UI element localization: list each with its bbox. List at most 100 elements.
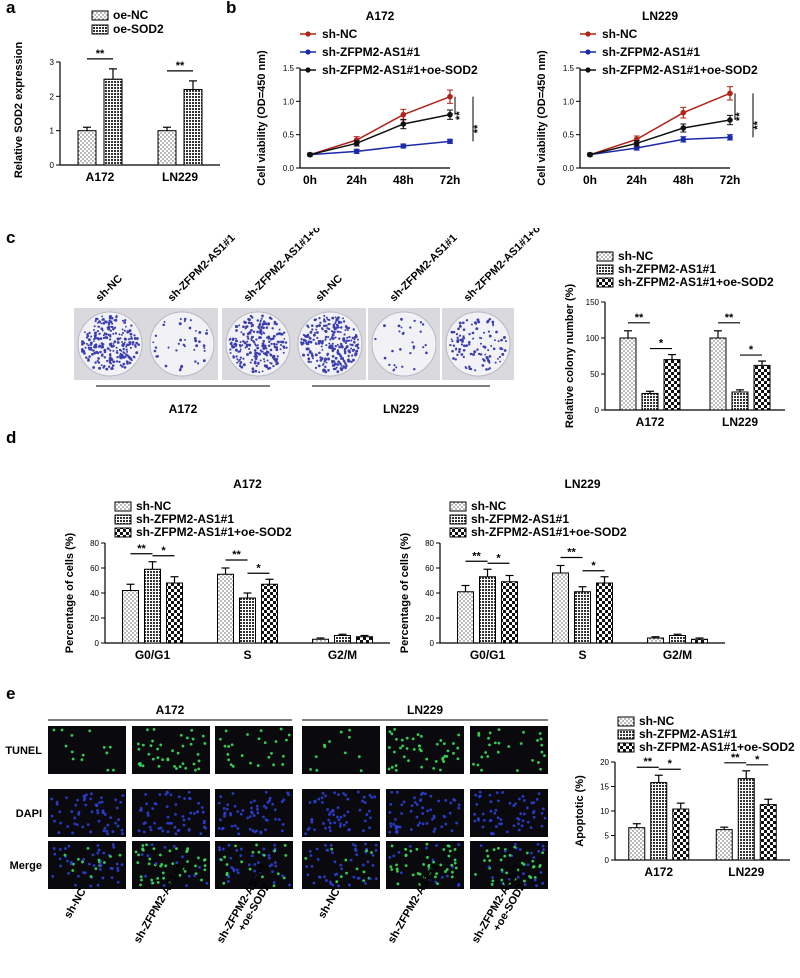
- panel-b-ln229-series-line: [589, 136, 731, 156]
- colony-dot: [254, 369, 258, 373]
- stained-nucleus: [320, 796, 324, 800]
- stained-nucleus: [272, 884, 276, 888]
- stained-nucleus: [333, 873, 337, 877]
- stained-nucleus: [139, 806, 143, 810]
- stained-nucleus: [419, 734, 423, 738]
- panel-d-ln229-bar: [669, 635, 686, 644]
- colony-dot: [258, 327, 261, 330]
- stained-nucleus: [281, 823, 285, 826]
- panel-e-bar: [672, 808, 690, 861]
- colony-dot: [454, 358, 457, 361]
- colony-dot: [302, 338, 306, 342]
- stained-nucleus: [400, 803, 404, 807]
- colony-dot: [272, 364, 275, 368]
- colony-dot: [81, 340, 84, 344]
- stained-nucleus: [229, 811, 232, 815]
- colony-dot: [329, 338, 332, 341]
- stained-nucleus: [441, 756, 445, 760]
- colony-wells-svg: sh-NC sh-ZFPM2-AS1#1 sh-ZFPM2-AS1#1+oe-SOD…: [74, 195, 571, 416]
- stained-nucleus: [198, 865, 201, 869]
- colony-dot: [353, 338, 356, 341]
- colony-dot: [347, 339, 351, 342]
- colony-dot: [336, 343, 339, 346]
- stained-nucleus: [156, 876, 159, 880]
- stained-nucleus: [181, 815, 185, 818]
- colony-dot: [392, 369, 395, 372]
- stained-nucleus: [342, 792, 345, 795]
- stained-nucleus: [500, 868, 504, 872]
- stained-nucleus: [168, 881, 172, 885]
- stained-nucleus: [538, 732, 542, 735]
- stained-nucleus: [522, 730, 525, 734]
- stained-nucleus: [256, 764, 260, 767]
- stained-nucleus: [324, 826, 327, 830]
- stained-nucleus: [399, 746, 402, 750]
- stained-nucleus: [425, 842, 429, 846]
- stained-nucleus: [274, 817, 277, 821]
- panel-b-ln229-legend-label: sh-ZFPM2-AS1#1: [602, 45, 700, 59]
- stained-nucleus: [272, 881, 276, 884]
- stained-nucleus: [270, 751, 273, 755]
- colony-dot: [469, 352, 473, 356]
- stained-nucleus: [249, 761, 252, 765]
- colony-dot: [323, 320, 327, 323]
- colony-dot: [269, 353, 273, 357]
- colony-dot: [87, 344, 90, 347]
- stained-nucleus: [84, 803, 88, 807]
- stained-nucleus: [368, 793, 372, 797]
- stained-nucleus: [531, 758, 534, 762]
- stained-nucleus: [517, 818, 521, 821]
- colony-dot: [267, 344, 271, 347]
- colony-dot: [133, 356, 136, 359]
- stained-nucleus: [165, 790, 169, 794]
- panel-c-legend-swatch: [596, 251, 614, 262]
- colony-dot: [308, 337, 312, 340]
- stained-nucleus: [353, 847, 357, 851]
- stained-nucleus: [137, 747, 141, 751]
- stained-nucleus: [486, 755, 490, 758]
- colony-dot: [325, 316, 328, 319]
- tunel-group-label: LN229: [407, 703, 443, 717]
- stained-nucleus: [484, 751, 488, 754]
- colony-dot: [126, 330, 129, 333]
- panel-d-a172-sig-label: *: [256, 562, 261, 574]
- colony-dot: [500, 338, 503, 342]
- colony-dot: [114, 332, 118, 335]
- colony-dot: [330, 344, 333, 347]
- stained-nucleus: [69, 862, 73, 866]
- panel-a-y-tick-label: 2: [50, 92, 55, 101]
- panel-b-ln229-x-tick-label: 24h: [626, 173, 647, 187]
- stained-nucleus: [457, 803, 461, 807]
- colony-dot: [102, 321, 106, 325]
- colony-dot: [339, 357, 342, 360]
- stained-nucleus: [67, 871, 71, 875]
- colony-dot: [114, 318, 118, 322]
- colony-dot: [263, 358, 265, 361]
- colony-dot: [152, 341, 155, 344]
- stained-nucleus: [472, 762, 475, 766]
- colony-dot: [252, 330, 256, 333]
- colony-dot: [184, 338, 186, 341]
- colony-dot: [250, 325, 253, 328]
- stained-nucleus: [191, 737, 195, 741]
- stained-nucleus: [432, 830, 436, 833]
- stained-nucleus: [356, 790, 360, 794]
- colony-dot: [279, 348, 282, 351]
- panel-d-ln229-y-tick-label: 80: [425, 539, 434, 548]
- stained-nucleus: [495, 791, 499, 795]
- panel-d-a172-y-label: Percentage of cells (%): [64, 532, 76, 653]
- stained-nucleus: [236, 810, 240, 813]
- colony-dot: [118, 354, 122, 358]
- stained-nucleus: [90, 810, 94, 814]
- stained-nucleus: [457, 884, 460, 887]
- stained-nucleus: [429, 872, 433, 876]
- panel-d-ln229-y-tick-label: 40: [425, 589, 434, 598]
- stained-nucleus: [481, 825, 485, 829]
- stained-nucleus: [402, 755, 406, 759]
- colony-dot: [315, 328, 318, 331]
- stained-nucleus: [541, 807, 545, 811]
- panel-d-a172-y-tick-label: 80: [90, 539, 99, 548]
- colony-dot: [302, 353, 306, 357]
